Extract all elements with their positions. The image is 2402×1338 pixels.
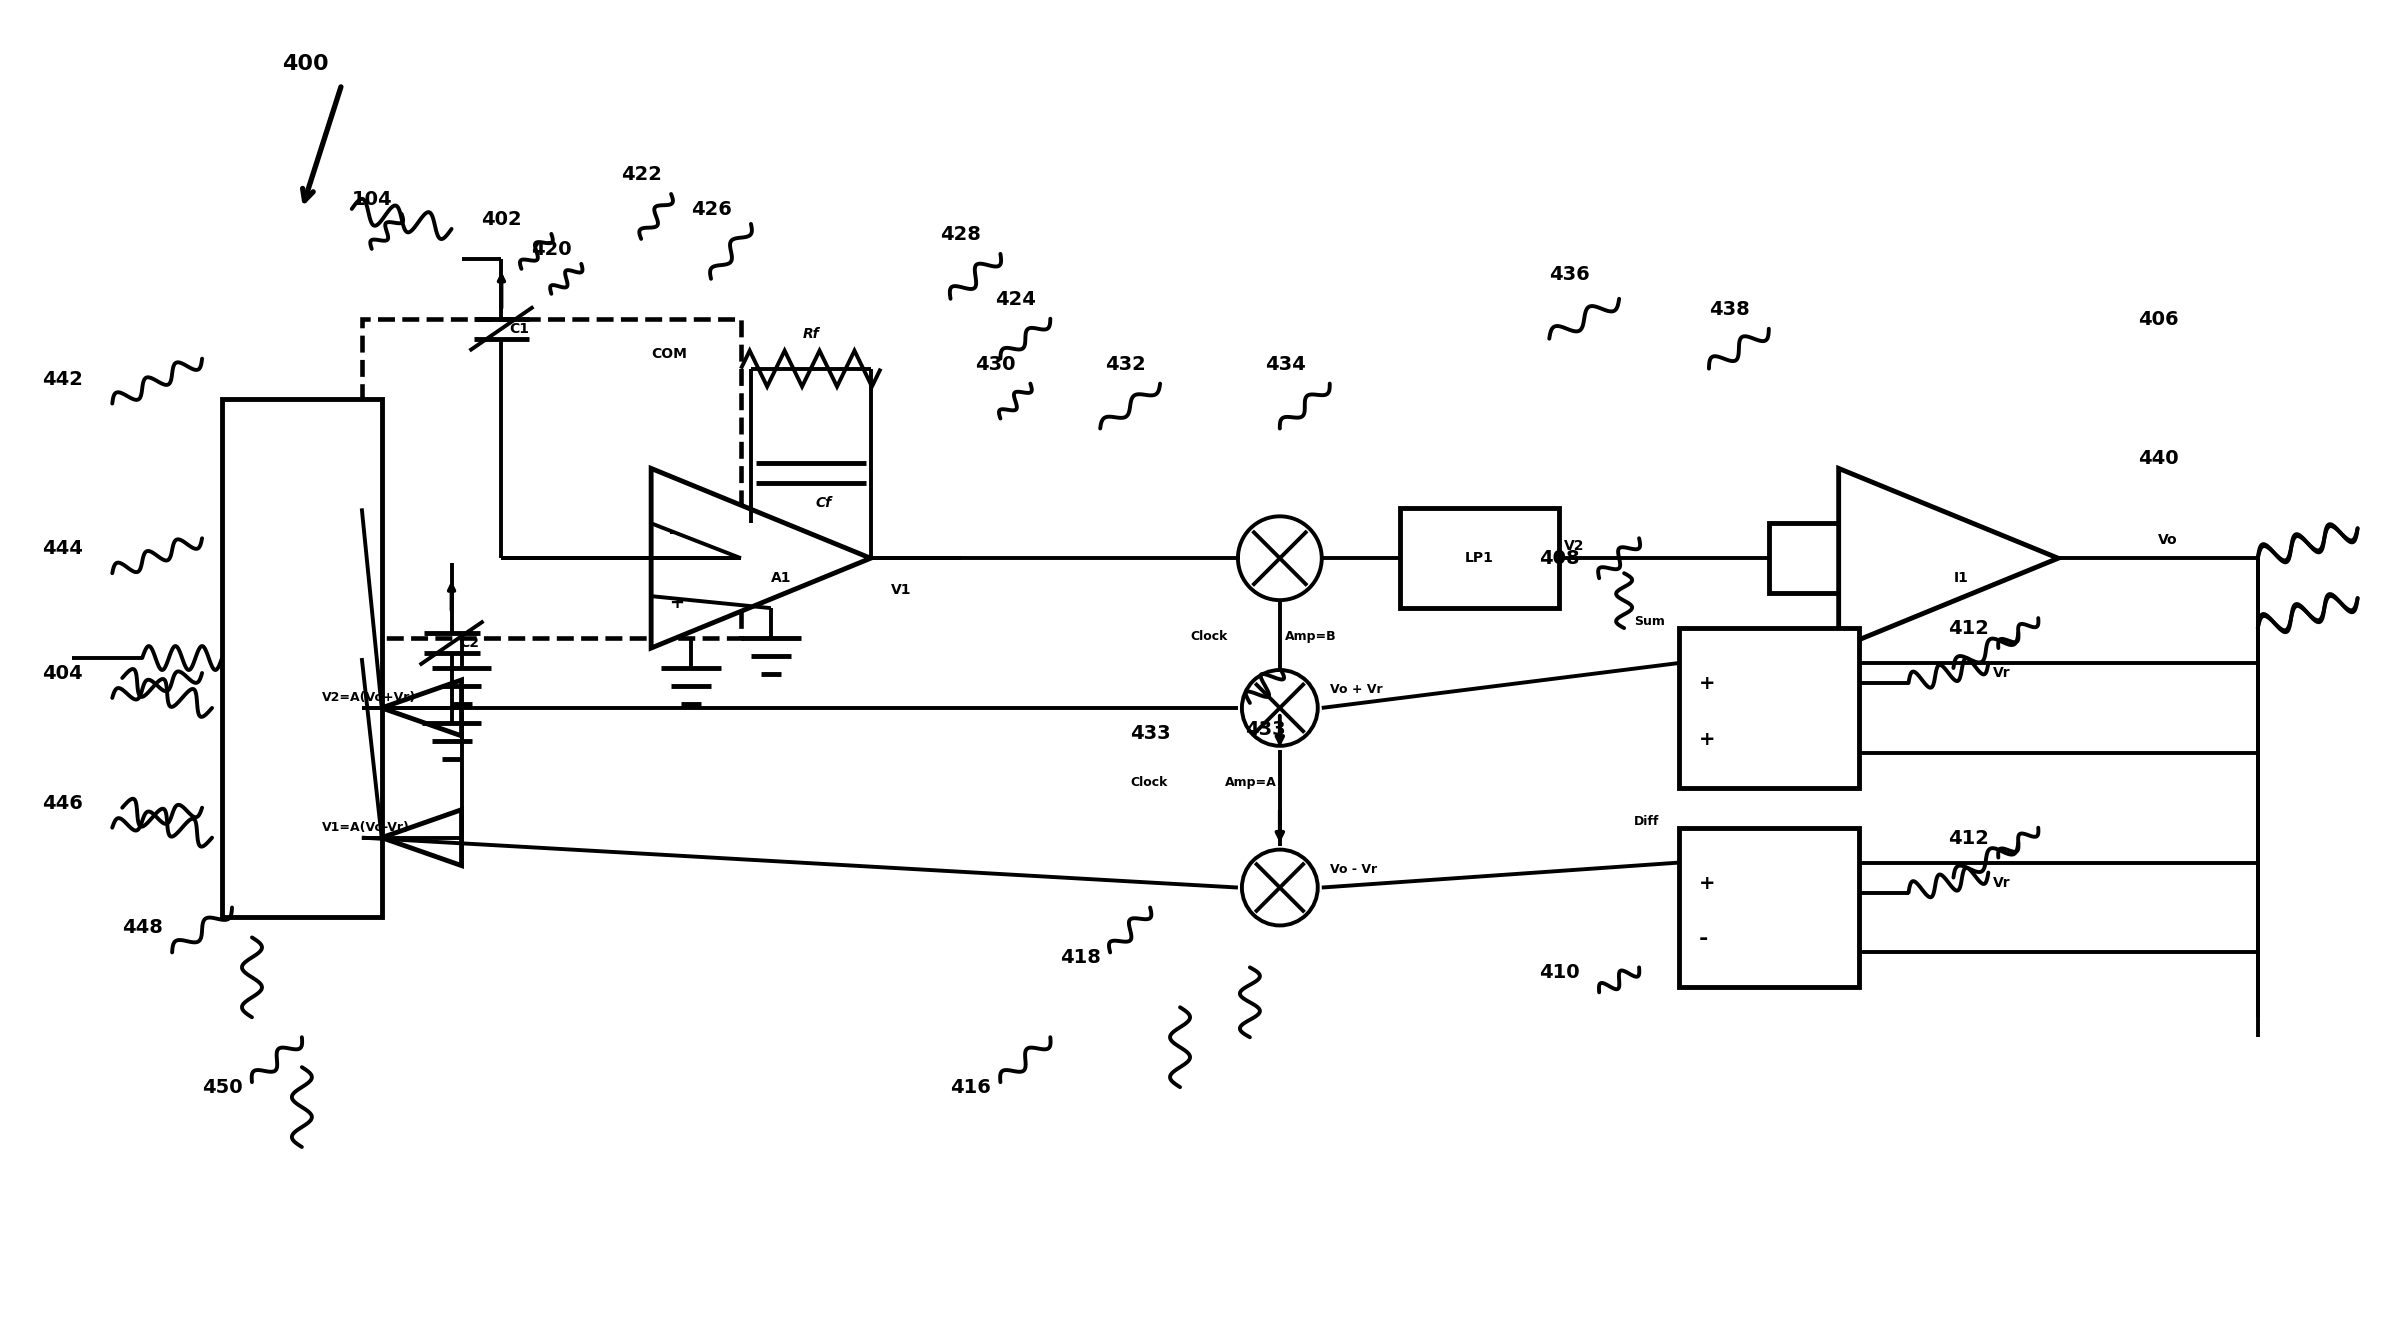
Text: 420: 420 — [531, 240, 572, 258]
Text: 404: 404 — [43, 664, 84, 682]
Text: V1=A(Vo-Vr): V1=A(Vo-Vr) — [322, 822, 411, 834]
Text: Clock: Clock — [1131, 776, 1167, 789]
Text: 448: 448 — [123, 918, 163, 938]
Polygon shape — [1838, 468, 2059, 648]
Text: -: - — [670, 524, 677, 542]
Text: 416: 416 — [951, 1078, 992, 1097]
Text: Amp=B: Amp=B — [1285, 630, 1336, 642]
Circle shape — [1242, 850, 1319, 926]
Text: 438: 438 — [1708, 300, 1749, 318]
Bar — [221, 399, 382, 918]
Text: 406: 406 — [2138, 309, 2179, 329]
Text: 400: 400 — [281, 55, 329, 74]
Text: Rf: Rf — [802, 326, 819, 341]
Text: 446: 446 — [43, 793, 84, 812]
Polygon shape — [382, 680, 461, 736]
Bar — [1768, 523, 1838, 593]
Text: 418: 418 — [1059, 949, 1100, 967]
Text: I1: I1 — [1953, 571, 1967, 585]
Bar — [1400, 508, 1559, 609]
Text: 402: 402 — [480, 210, 521, 229]
Text: Diff: Diff — [1633, 815, 1660, 828]
Text: V2: V2 — [1564, 539, 1585, 553]
Text: Clock: Clock — [1189, 630, 1227, 642]
Text: 433: 433 — [1131, 724, 1170, 743]
Text: 440: 440 — [2138, 450, 2179, 468]
Text: 412: 412 — [1948, 828, 1989, 848]
Text: 434: 434 — [1266, 355, 1307, 373]
Text: Amp=A: Amp=A — [1225, 776, 1278, 789]
Text: 436: 436 — [1549, 265, 1590, 284]
Text: V2=A(Vo+Vr): V2=A(Vo+Vr) — [322, 692, 416, 704]
Text: +: + — [1698, 674, 1715, 693]
Text: Vo: Vo — [2157, 534, 2179, 547]
Polygon shape — [382, 809, 461, 866]
Text: 426: 426 — [692, 199, 733, 219]
Bar — [1679, 828, 1859, 987]
Text: 450: 450 — [202, 1078, 243, 1097]
Text: 422: 422 — [622, 165, 663, 185]
Text: 408: 408 — [1540, 549, 1581, 569]
Text: +: + — [670, 594, 685, 613]
Bar — [363, 318, 740, 638]
Text: 444: 444 — [43, 539, 84, 558]
Text: C1: C1 — [509, 321, 528, 336]
Circle shape — [1242, 670, 1319, 745]
Text: A1: A1 — [771, 571, 790, 585]
Text: Vo - Vr: Vo - Vr — [1331, 863, 1376, 876]
Text: 442: 442 — [43, 369, 84, 388]
Text: 433: 433 — [1244, 720, 1285, 739]
Text: V1: V1 — [891, 583, 910, 597]
Text: 410: 410 — [1540, 963, 1581, 982]
Text: 412: 412 — [1948, 619, 1989, 638]
Text: +: + — [1698, 874, 1715, 892]
Text: C2: C2 — [459, 636, 480, 650]
Text: 428: 428 — [942, 225, 982, 244]
Text: Vr: Vr — [1994, 875, 2010, 890]
Text: Cf: Cf — [817, 496, 831, 510]
Circle shape — [1237, 516, 1321, 601]
Text: Vo + Vr: Vo + Vr — [1331, 684, 1384, 697]
Text: Sum: Sum — [1633, 615, 1665, 628]
Text: 432: 432 — [1105, 355, 1146, 373]
Text: COM: COM — [651, 347, 687, 361]
Polygon shape — [651, 468, 870, 648]
Text: 430: 430 — [975, 355, 1016, 373]
Text: 424: 424 — [994, 290, 1035, 309]
Text: LP1: LP1 — [1465, 551, 1494, 565]
Bar — [1679, 628, 1859, 788]
Text: Vr: Vr — [1994, 666, 2010, 680]
Text: 104: 104 — [351, 190, 392, 209]
Text: -: - — [1698, 930, 1708, 950]
Text: +: + — [1698, 731, 1715, 749]
